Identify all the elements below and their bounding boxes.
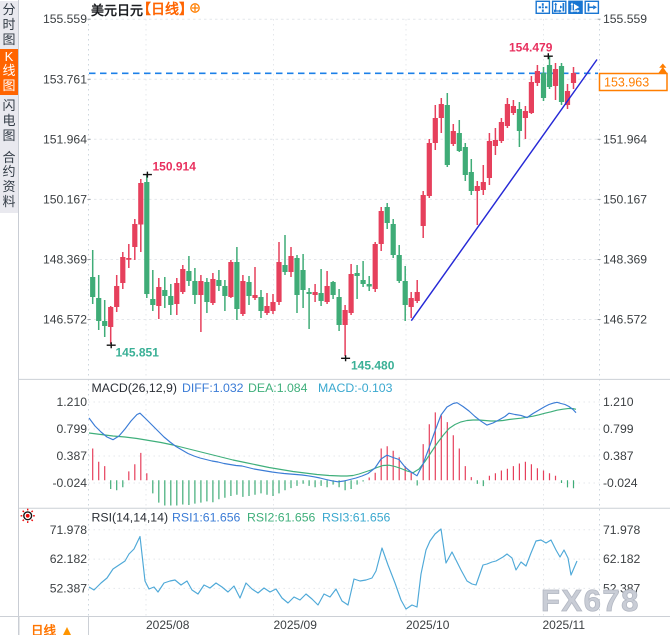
svg-text:DIFF:1.032: DIFF:1.032 bbox=[182, 381, 244, 395]
svg-text:145.480: 145.480 bbox=[351, 359, 395, 373]
svg-text:52.387: 52.387 bbox=[603, 581, 640, 595]
svg-text:1.210: 1.210 bbox=[57, 395, 88, 409]
svg-text:155.559: 155.559 bbox=[603, 12, 647, 26]
svg-text:154.479: 154.479 bbox=[509, 41, 553, 55]
svg-text:150.914: 150.914 bbox=[153, 160, 197, 174]
svg-text:151.964: 151.964 bbox=[603, 132, 647, 146]
svg-text:71.978: 71.978 bbox=[50, 523, 87, 537]
svg-text:RSI(14,14,14): RSI(14,14,14) bbox=[92, 511, 169, 525]
svg-text:151.964: 151.964 bbox=[43, 132, 87, 146]
svg-text:2025/08: 2025/08 bbox=[146, 618, 190, 632]
svg-text:145.851: 145.851 bbox=[116, 346, 160, 360]
svg-text:155.559: 155.559 bbox=[43, 12, 87, 26]
svg-text:150.167: 150.167 bbox=[43, 192, 87, 206]
svg-text:0.387: 0.387 bbox=[57, 449, 88, 463]
svg-text:62.182: 62.182 bbox=[603, 552, 640, 566]
svg-text:1.210: 1.210 bbox=[603, 395, 634, 409]
svg-text:DEA:1.084: DEA:1.084 bbox=[248, 381, 308, 395]
svg-text:RSI3:61.656: RSI3:61.656 bbox=[322, 511, 391, 525]
svg-text:146.572: 146.572 bbox=[603, 313, 647, 327]
svg-text:146.572: 146.572 bbox=[43, 313, 87, 327]
svg-text:153.761: 153.761 bbox=[43, 72, 87, 86]
svg-text:0.387: 0.387 bbox=[603, 449, 634, 463]
svg-text:-0.024: -0.024 bbox=[52, 476, 87, 490]
svg-text:0.799: 0.799 bbox=[603, 422, 634, 436]
svg-text:MACD:-0.103: MACD:-0.103 bbox=[318, 381, 393, 395]
svg-text:71.978: 71.978 bbox=[603, 523, 640, 537]
svg-text:62.182: 62.182 bbox=[50, 552, 87, 566]
svg-text:148.369: 148.369 bbox=[603, 253, 647, 267]
svg-text:0.799: 0.799 bbox=[57, 422, 88, 436]
svg-text:MACD(26,12,9): MACD(26,12,9) bbox=[92, 381, 177, 395]
svg-text:2025/11: 2025/11 bbox=[543, 618, 586, 632]
svg-text:-0.024: -0.024 bbox=[603, 476, 638, 490]
svg-text:2025/09: 2025/09 bbox=[274, 618, 318, 632]
svg-text:52.387: 52.387 bbox=[50, 581, 87, 595]
svg-text:150.167: 150.167 bbox=[603, 192, 647, 206]
svg-text:153.963: 153.963 bbox=[604, 76, 649, 90]
svg-text:2025/10: 2025/10 bbox=[406, 618, 450, 632]
svg-text:RSI2:61.656: RSI2:61.656 bbox=[247, 511, 316, 525]
svg-text:FX678: FX678 bbox=[541, 583, 640, 618]
svg-text:RSI1:61.656: RSI1:61.656 bbox=[172, 511, 241, 525]
svg-text:148.369: 148.369 bbox=[43, 253, 87, 267]
